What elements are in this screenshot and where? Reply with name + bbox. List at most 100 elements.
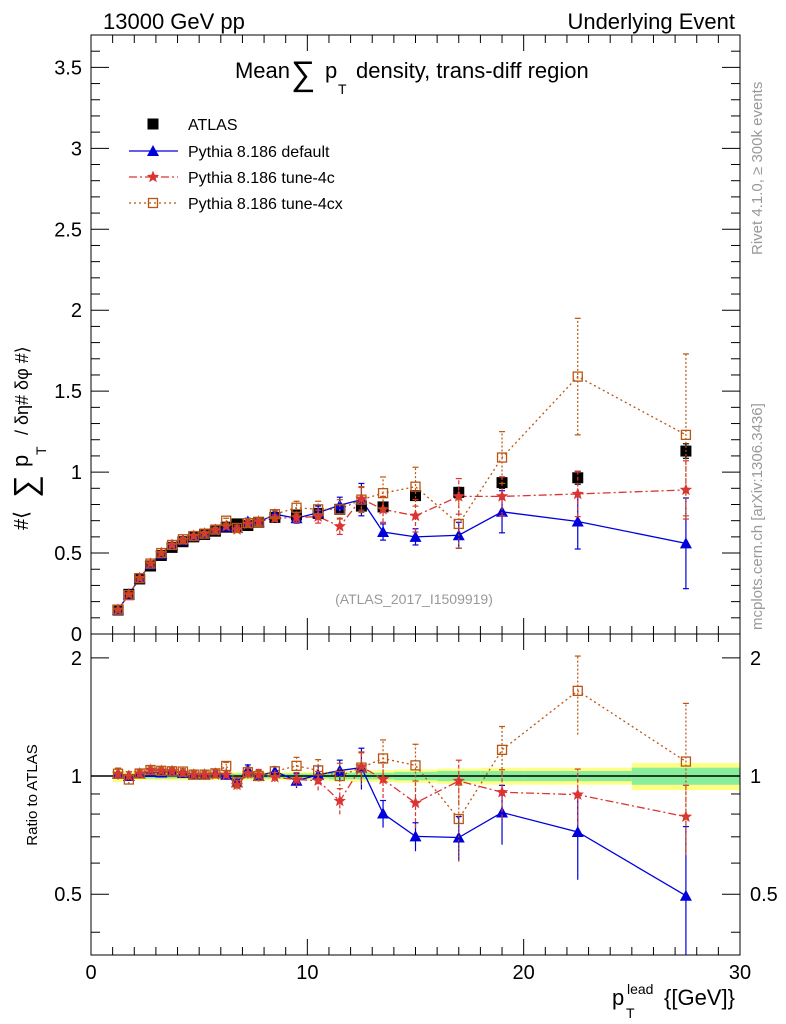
point-pythia-8-186-tune-4cx [221,515,232,526]
point-pythia-8-186-tune-4c [198,527,211,539]
ratio-point-pythia-8-186-tune-4c [111,767,125,779]
plot-title: Mean ∑ p T density, trans-diff region [235,55,589,97]
ratio-point-pythia-8-186-tune-4cx [680,756,692,767]
xlabel-sup: lead [627,981,653,997]
point-pythia-8-186-tune-4cx [680,429,692,441]
ratio-point-pythia-8-186-tune-4cx [145,764,156,776]
point-atlas [410,490,421,502]
point-pythia-8-186-default [496,505,509,517]
point-pythia-8-186-tune-4cx [496,452,508,463]
title-sub: T [338,81,347,97]
ratio-point-pythia-8-186-tune-4cx [221,760,232,772]
point-pythia-8-186-tune-4cx [269,509,281,520]
point-pythia-8-186-tune-4c [355,492,368,505]
point-pythia-8-186-tune-4cx [188,530,199,542]
ratio-point-pythia-8-186-tune-4c [155,764,168,777]
analysis-tag: (ATLAS_2017_I1509919) [335,591,493,607]
ratio-point-pythia-8-186-tune-4c [176,766,190,779]
point-pythia-8-186-tune-4cx [210,524,221,535]
point-pythia-8-186-tune-4c [333,519,346,532]
point-pythia-8-186-tune-4cx [123,589,135,601]
point-pythia-8-186-default [679,537,692,549]
legend-marker [146,170,160,183]
title-mean: Mean [235,58,290,83]
ratio-point-pythia-8-186-default [377,807,390,819]
x-tick-label: 30 [729,962,751,984]
point-pythia-8-186-tune-4cx [410,481,421,492]
ratio-point-pythia-8-186-default [333,764,346,776]
ratio-point-pythia-8-186-tune-4cx [123,774,135,785]
x-tick-label: 10 [296,962,318,984]
point-pythia-8-186-tune-4cx [134,572,145,584]
legend-marker [147,197,159,209]
ratio-point-pythia-8-186-tune-4c [230,778,244,791]
point-pythia-8-186-tune-4cx [177,534,189,545]
ratio-tick-label-right: 1 [750,766,761,788]
x-axis-label: p T lead {[GeV]} [612,981,735,1021]
ratio-point-pythia-8-186-tune-4c [268,770,282,783]
point-pythia-8-186-tune-4c [241,517,255,530]
ratio-point-pythia-8-186-tune-4c [571,788,584,800]
ratio-point-pythia-8-186-tune-4cx [210,768,221,779]
ratio-point-pythia-8-186-tune-4cx [572,685,583,697]
point-pythia-8-186-tune-4c [495,489,509,502]
point-pythia-8-186-tune-4c [209,523,222,536]
point-pythia-8-186-default [409,530,422,542]
y-tick-label: 3.5 [54,57,82,79]
ratio-point-pythia-8-186-tune-4cx [312,765,324,776]
header-right: Underlying Event [567,9,735,34]
ratio-point-pythia-8-186-tune-4c [679,810,693,822]
ratio-point-pythia-8-186-tune-4c [144,763,157,776]
axis-tick-labels: 0 10 20 30 0 0.5 1 1.5 2 2.5 3 3.5 0.5 0.5 1 1 2 2 [54,57,778,984]
point-pythia-8-186-tune-4cx [112,604,124,615]
ylabel-sum: ∑ [7,475,43,498]
title-p: p [325,58,337,83]
point-pythia-8-186-default [571,515,584,527]
ratio-y-axis-label: Ratio to ATLAS [24,744,41,845]
main-plot-series [111,317,693,616]
ratio-point-pythia-8-186-tune-4c [252,768,265,781]
legend: ATLAS Pythia 8.186 default Pythia 8.186 tu… [129,117,343,213]
ratio-point-pythia-8-186-tune-4cx [231,777,243,788]
point-pythia-8-186-tune-4c [155,546,168,559]
ratio-point-pythia-8-186-tune-4c [290,773,303,785]
xlabel-sub: T [626,1005,635,1021]
ratio-point-pythia-8-186-tune-4c [220,768,233,780]
ratio-point-pythia-8-186-tune-4c [452,774,465,787]
y-tick-label: 0 [71,624,82,646]
ratio-point-pythia-8-186-tune-4c [355,760,368,772]
point-pythia-8-186-tune-4c [679,483,693,496]
ratio-point-pythia-8-186-tune-4cx [253,770,264,782]
ratio-point-pythia-8-186-tune-4cx [356,762,367,773]
point-pythia-8-186-tune-4cx [166,539,178,551]
ratio-point-pythia-8-186-tune-4cx [334,770,345,782]
y-tick-label: 2 [71,300,82,322]
ylabel-rest: / δη# δφ #⟩ [12,346,32,435]
point-pythia-8-186-tune-4cx [199,528,210,539]
point-pythia-8-186-tune-4cx [242,517,253,529]
ratio-point-pythia-8-186-tune-4cx [188,769,199,780]
ratio-tick-label-left: 0.5 [54,884,82,906]
ratio-line-pythia-8-186-default [117,766,687,897]
ratio-point-pythia-8-186-tune-4c [333,794,346,807]
ratio-point-pythia-8-186-tune-4cx [242,767,253,778]
ratio-tick-label-left: 1 [71,766,82,788]
series-line-pythia-8-186-tune-4cx [117,375,687,611]
point-pythia-8-186-tune-4cx [291,502,302,513]
y-tick-label: 0.5 [54,543,82,565]
ratio-point-pythia-8-186-tune-4cx [269,766,281,777]
title-sum-symbol: ∑ [291,55,315,93]
axis-ticks [90,34,741,955]
ratio-tick-label-left: 2 [71,648,82,670]
x-tick-label: 0 [85,962,96,984]
ratio-point-pythia-8-186-tune-4cx [112,768,124,779]
point-pythia-8-186-tune-4cx [231,522,243,534]
point-pythia-8-186-tune-4cx [572,371,583,382]
ylabel-sub: T [33,446,49,455]
ylabel-p: p [8,455,33,467]
point-pythia-8-186-tune-4cx [377,488,389,499]
point-pythia-8-186-tune-4cx [145,558,156,569]
legend-label: Pythia 8.186 default [188,144,330,161]
point-pythia-8-186-tune-4cx [453,518,464,530]
